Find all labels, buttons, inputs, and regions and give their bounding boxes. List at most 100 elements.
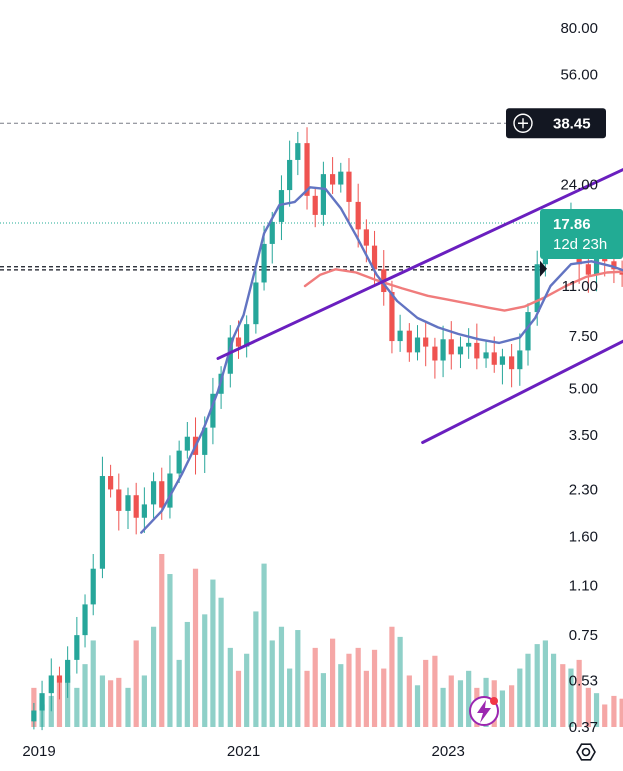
candle-body xyxy=(261,243,267,283)
volume-bar xyxy=(550,653,557,727)
lightning-icon[interactable] xyxy=(469,696,499,726)
candle-body xyxy=(304,143,310,196)
volume-bar xyxy=(312,647,318,727)
candle-body xyxy=(525,312,531,351)
candle-body xyxy=(457,346,464,355)
volume-bar xyxy=(414,685,421,727)
volume-bar xyxy=(432,655,438,727)
add-alert-icon-circle xyxy=(513,113,533,133)
candle-body xyxy=(312,195,318,215)
volume-bar xyxy=(466,670,472,727)
add-alert-icon-plus xyxy=(518,118,528,129)
volume-bar xyxy=(116,677,122,727)
volume-bar xyxy=(371,649,378,727)
volume-bar xyxy=(338,664,344,727)
time-axis[interactable]: 2019202120232025 xyxy=(22,743,623,760)
notification-dot xyxy=(490,697,498,705)
volume-bar xyxy=(287,668,293,727)
candle-body xyxy=(491,352,497,365)
volume-bar xyxy=(560,664,566,727)
candle-body xyxy=(39,693,45,711)
candle-body xyxy=(363,229,369,246)
candle-body xyxy=(244,324,250,347)
candle-body xyxy=(338,171,344,185)
volume-bar xyxy=(176,659,182,727)
candle-body xyxy=(466,342,472,347)
trend-channel xyxy=(216,167,623,445)
candle-body xyxy=(133,495,139,518)
candle-body xyxy=(227,337,233,374)
volume-bar xyxy=(406,675,412,727)
volume-bar xyxy=(397,636,403,727)
reference-lines xyxy=(0,122,540,271)
candle-body xyxy=(355,201,361,230)
candle-body xyxy=(474,342,480,359)
volume-bar xyxy=(346,653,352,727)
volume-bar xyxy=(448,675,454,727)
volume-bar xyxy=(585,687,591,727)
candle-body xyxy=(287,159,293,191)
x-tick-label: 2023 xyxy=(432,743,465,760)
candle-body xyxy=(65,659,71,683)
candle-body xyxy=(48,675,54,694)
candle-body xyxy=(432,346,438,361)
volume-bar xyxy=(499,690,506,727)
candle-body xyxy=(517,350,523,370)
bar-countdown-label: 12d 23h xyxy=(553,236,607,253)
volume-bar xyxy=(192,568,199,727)
add-alert-icon[interactable] xyxy=(513,113,533,133)
candle-body xyxy=(611,261,617,270)
volume-bar xyxy=(150,626,157,727)
ma-slow-line xyxy=(303,268,623,312)
settings-icon-hex xyxy=(576,743,596,761)
candle-body xyxy=(202,427,208,455)
volume-bar xyxy=(261,563,267,727)
candle-body xyxy=(414,337,421,353)
candle-body xyxy=(74,635,80,660)
volume-bar xyxy=(125,687,131,727)
volume-bar xyxy=(108,680,114,727)
volume-bar xyxy=(525,653,531,727)
candle-body xyxy=(371,245,378,270)
volume-bar xyxy=(619,698,623,727)
candle-body xyxy=(210,393,216,428)
candle-body xyxy=(253,282,259,325)
reference-price-tag[interactable]: 38.45 xyxy=(506,108,606,139)
candle-body xyxy=(82,604,88,636)
volume-bar xyxy=(423,659,429,727)
y-tick-label: 11.00 xyxy=(562,278,598,295)
volume-bar xyxy=(381,668,387,727)
volume-bar xyxy=(65,675,71,727)
volume-bar xyxy=(593,693,600,727)
volume-bar xyxy=(167,574,173,727)
reference-price-label: 38.45 xyxy=(553,115,591,132)
volume-bar xyxy=(133,640,139,727)
candle-body xyxy=(141,504,147,518)
volume-bar xyxy=(517,668,523,727)
volume-bar xyxy=(159,553,165,727)
volume-bars xyxy=(31,553,623,727)
volume-bar xyxy=(184,621,190,727)
volume-bar xyxy=(602,704,608,727)
volume-bar xyxy=(48,695,54,727)
volume-bar xyxy=(440,687,446,727)
candle-body xyxy=(90,568,96,605)
last-price-tag[interactable]: 17.86 12d 23h xyxy=(540,208,623,259)
volume-bar xyxy=(74,687,80,727)
candle-body xyxy=(499,356,506,365)
candle-body xyxy=(320,174,326,215)
volume-bar xyxy=(330,638,336,727)
volume-bar xyxy=(210,579,216,727)
last-price-tag-bg xyxy=(540,208,623,259)
candle-body xyxy=(184,436,190,451)
y-tick-label: 5.00 xyxy=(569,380,598,397)
volume-bar xyxy=(278,626,285,727)
settings-icon[interactable] xyxy=(576,743,596,761)
y-tick-label: 3.50 xyxy=(569,427,598,444)
moving-averages xyxy=(140,186,623,534)
x-tick-label: 2021 xyxy=(227,743,260,760)
volume-bar xyxy=(253,611,259,727)
price-axis[interactable]: 80.00 56.00 24.00 11.00 7.50 5.00 3.50 2.30 1.60… xyxy=(560,20,598,736)
